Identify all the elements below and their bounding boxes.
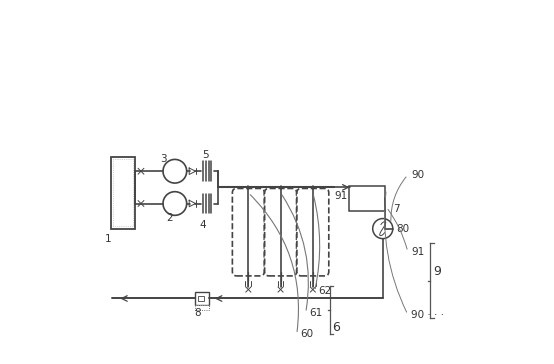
Text: 61: 61	[309, 308, 322, 318]
Text: 4: 4	[200, 220, 207, 230]
Circle shape	[373, 218, 393, 239]
Text: 90: 90	[412, 170, 424, 180]
Text: 6: 6	[332, 321, 341, 334]
Text: 80: 80	[396, 223, 409, 234]
Text: 91: 91	[335, 191, 347, 201]
Text: 5: 5	[202, 150, 208, 160]
Text: 3: 3	[161, 154, 167, 164]
FancyBboxPatch shape	[265, 189, 296, 276]
Text: 7: 7	[393, 204, 400, 214]
Bar	[111, 157, 135, 229]
Circle shape	[163, 159, 187, 183]
Text: 9: 9	[433, 265, 441, 278]
Bar	[348, 186, 384, 211]
Text: 62: 62	[318, 286, 331, 296]
Bar	[195, 305, 208, 310]
Circle shape	[163, 192, 187, 215]
Text: 2: 2	[166, 213, 172, 223]
Text: 1: 1	[105, 234, 111, 244]
Bar	[198, 296, 204, 301]
FancyBboxPatch shape	[232, 189, 264, 276]
Text: 90 · · ·: 90 · · ·	[412, 310, 444, 320]
Text: 60: 60	[300, 329, 314, 339]
Text: 91: 91	[412, 247, 425, 257]
Bar	[195, 292, 208, 305]
FancyBboxPatch shape	[297, 189, 329, 276]
Text: 8: 8	[194, 308, 201, 318]
Bar	[112, 159, 133, 226]
